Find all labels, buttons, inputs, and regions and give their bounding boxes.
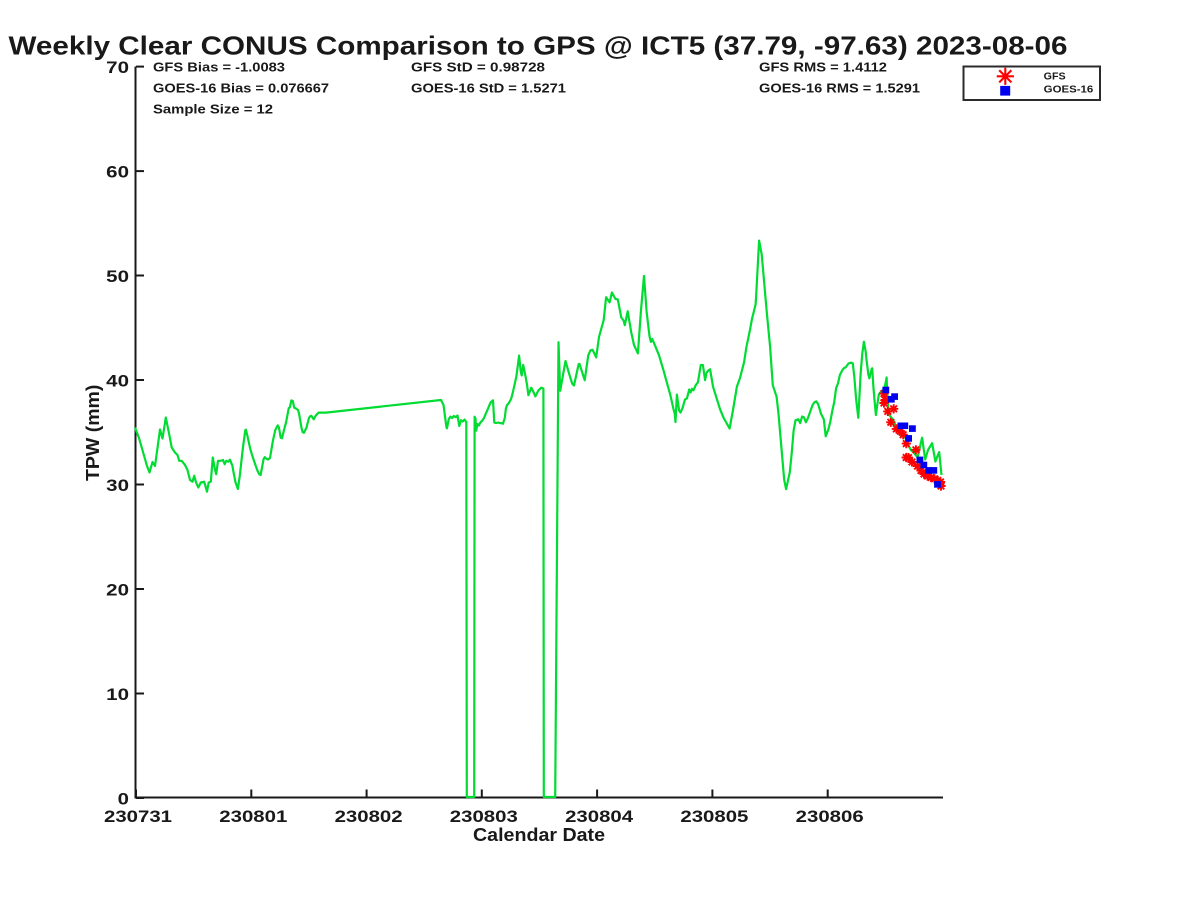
svg-text:GOES-16 StD = 1.5271: GOES-16 StD = 1.5271 [411,81,566,96]
svg-text:GOES-16: GOES-16 [1044,84,1094,96]
svg-text:0: 0 [118,789,129,808]
svg-text:230804: 230804 [565,807,634,826]
svg-text:Sample Size = 12: Sample Size = 12 [153,102,273,117]
svg-text:Calendar Date: Calendar Date [473,825,605,845]
svg-text:230802: 230802 [335,807,403,826]
svg-text:50: 50 [106,267,129,286]
svg-text:GFS: GFS [1044,71,1066,83]
svg-text:230806: 230806 [796,807,864,826]
svg-text:GFS StD = 0.98728: GFS StD = 0.98728 [411,60,545,75]
svg-text:20: 20 [106,580,129,599]
svg-text:GFS RMS = 1.4112: GFS RMS = 1.4112 [759,60,887,75]
svg-text:30: 30 [106,476,129,495]
svg-text:40: 40 [106,371,129,390]
svg-text:70: 70 [106,58,129,77]
svg-text:230731: 230731 [104,807,172,826]
svg-text:TPW (mm): TPW (mm) [83,385,103,481]
svg-text:Weekly Clear CONUS Comparison: Weekly Clear CONUS Comparison to GPS @ I… [9,30,1068,60]
svg-text:GFS Bias = -1.0083: GFS Bias = -1.0083 [153,60,285,75]
svg-text:GOES-16 RMS = 1.5291: GOES-16 RMS = 1.5291 [759,81,920,96]
svg-text:230805: 230805 [680,807,748,826]
svg-text:230803: 230803 [450,807,518,826]
svg-text:230801: 230801 [219,807,287,826]
svg-text:10: 10 [106,685,129,704]
svg-text:60: 60 [106,163,129,182]
svg-text:GOES-16 Bias = 0.076667: GOES-16 Bias = 0.076667 [153,81,329,96]
